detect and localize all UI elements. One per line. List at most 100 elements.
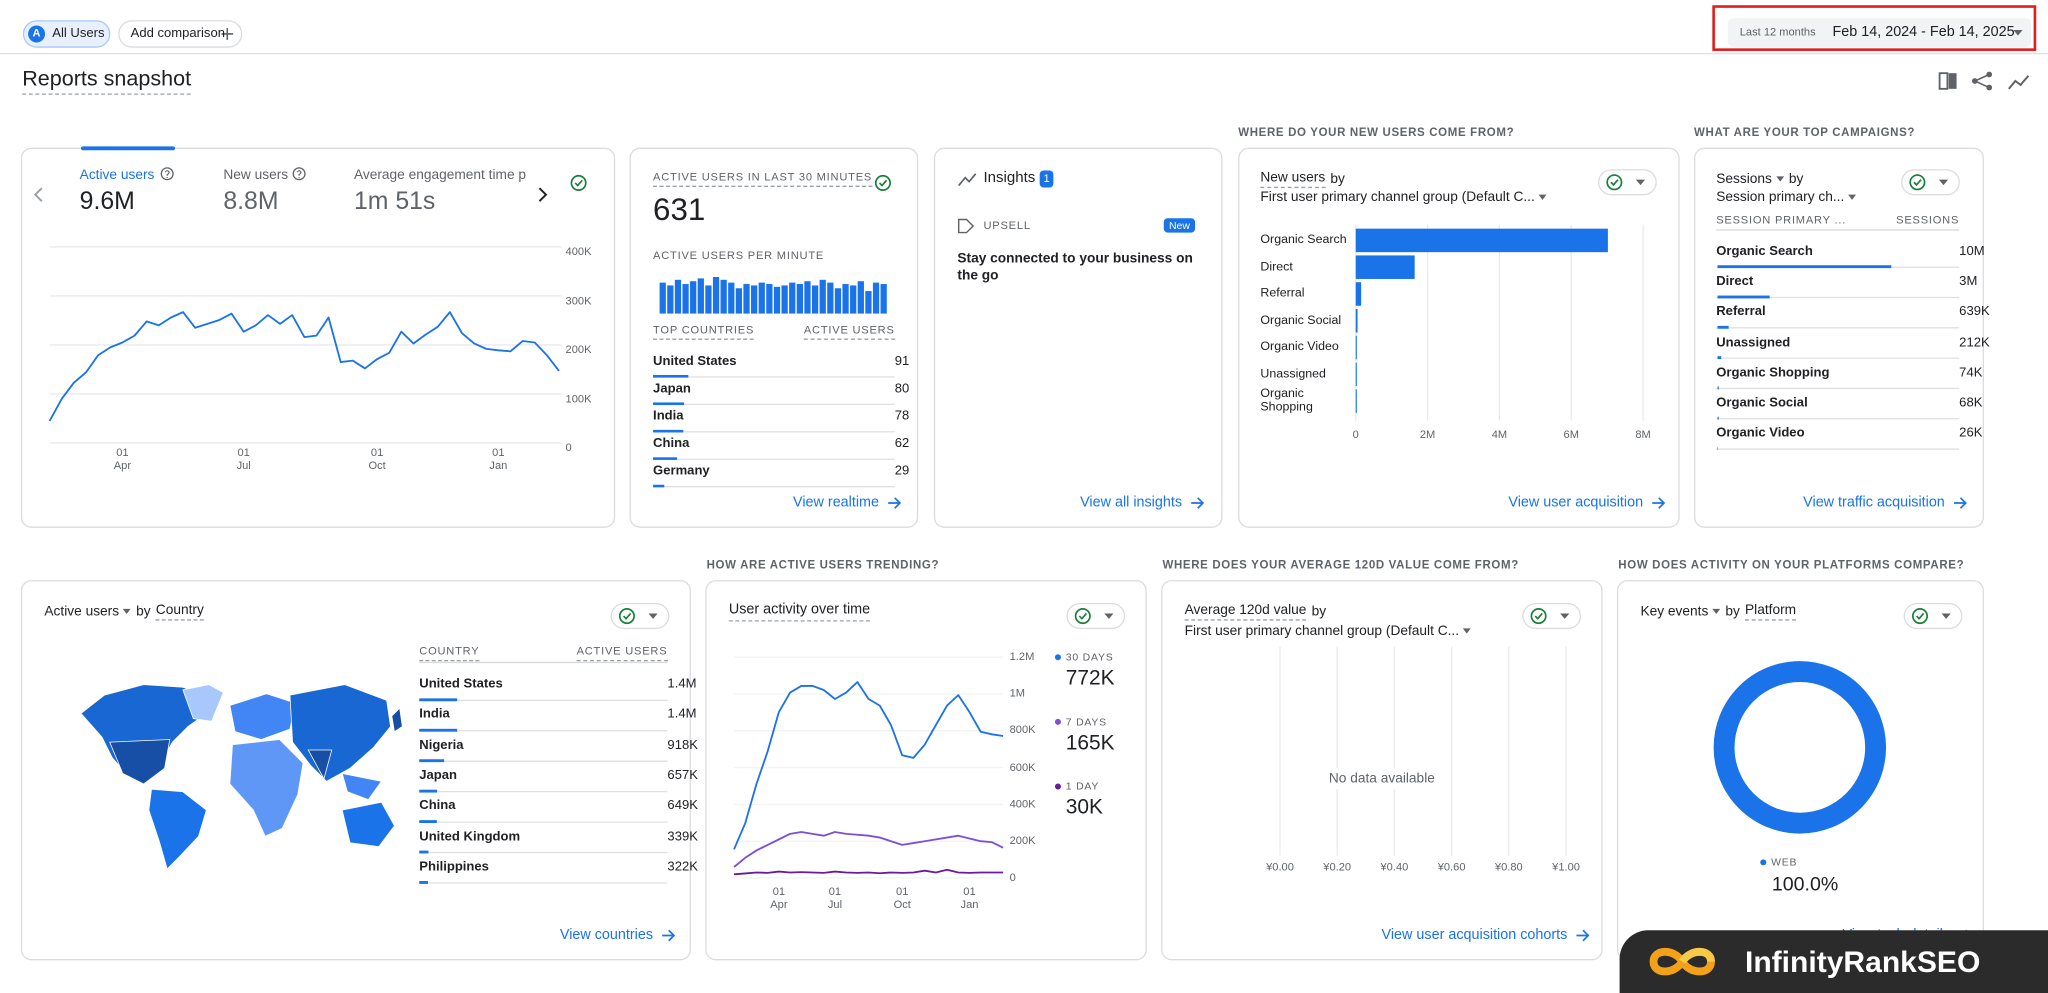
compare-icon-b (1948, 73, 1957, 89)
bar (1355, 282, 1362, 306)
watermark-logo (1649, 947, 1715, 976)
map-region (80, 684, 213, 785)
link[interactable]: View countries (559, 927, 654, 943)
map-region (229, 693, 296, 740)
map-region (341, 772, 383, 801)
bar (1355, 389, 1357, 413)
segment-name[interactable]: All Users (52, 26, 105, 41)
add-comparison[interactable]: Add comparison (130, 26, 225, 41)
metric-label[interactable]: Active users (79, 167, 155, 183)
x-tick-label: 01 Jan (960, 884, 979, 911)
check-icon (874, 174, 891, 191)
row-value: 657K (667, 768, 698, 783)
category-label: Direct (1260, 259, 1293, 274)
row-label: Japan (653, 381, 691, 397)
legend-value: 165K (1065, 732, 1115, 755)
y-tick-label: 200K (1009, 833, 1036, 847)
link[interactable]: View all insights (1080, 494, 1183, 511)
y-tick-label: 400K (1009, 796, 1036, 810)
dropdown-caret (1560, 613, 1570, 619)
row-bar (419, 881, 428, 884)
row-bar (653, 374, 689, 378)
card-subheading: ACTIVE USERS PER MINUTE (653, 248, 825, 262)
plus-icon (221, 28, 234, 40)
date-preset[interactable]: Last 12 months (1739, 24, 1816, 39)
x-tick-label: 01 Apr (113, 445, 132, 472)
x-tick-label: ¥0.00 (1266, 859, 1294, 873)
row-bar (419, 728, 458, 732)
legend-value: 100.0% (1771, 873, 1839, 896)
filter-pill (1903, 602, 1963, 630)
row-value: 91 (894, 354, 910, 369)
insight-text: Stay connected to your business on the g… (957, 250, 1193, 284)
check-icon (570, 174, 587, 191)
row-value: 339K (667, 829, 698, 844)
dimension: Platform (1745, 602, 1797, 621)
check-mark (622, 612, 632, 620)
x-tick-label: 01 Jul (236, 445, 251, 472)
check-icon (1530, 608, 1547, 625)
legend-dot (1760, 859, 1767, 866)
row-label: Organic Shopping (1716, 365, 1830, 381)
dimension: Country (155, 602, 204, 621)
line (733, 681, 1004, 850)
dimension: First user primary channel group (Defaul… (1260, 189, 1546, 205)
bar (834, 288, 842, 314)
row-value: 918K (667, 738, 698, 753)
link[interactable]: View user acquisition cohorts (1381, 927, 1568, 943)
campaigns-card (1694, 147, 1984, 528)
help-icon (160, 167, 174, 181)
dropdown-caret (2013, 30, 2023, 36)
row-label: China (419, 798, 456, 814)
filter-pill (1901, 169, 1960, 196)
link[interactable]: View user acquisition (1508, 494, 1644, 511)
date-range[interactable]: Feb 14, 2024 - Feb 14, 2025 (1832, 24, 2015, 41)
header-row: Sessions by (1716, 171, 1803, 187)
map-region (391, 707, 403, 733)
row-bar (653, 484, 665, 488)
section-heading: WHAT ARE YOUR TOP CAMPAIGNS? (1694, 125, 1916, 139)
row-bar (419, 850, 429, 854)
section-heading: WHERE DO YOUR NEW USERS COME FROM? (1238, 125, 1515, 139)
donut-slice (1713, 661, 1887, 834)
row-label: Organic Search (1716, 244, 1813, 260)
y-tick-label: 300K (565, 293, 592, 307)
category-label: Organic Video (1260, 339, 1339, 355)
row-value: 26K (1959, 426, 1983, 441)
y-tick-label: 200K (565, 342, 592, 356)
section-heading: HOW DOES ACTIVITY ON YOUR PLATFORMS COMP… (1618, 557, 1965, 571)
insights-card (933, 147, 1223, 528)
bar (751, 285, 758, 314)
empty-message: No data available (1323, 768, 1441, 790)
link[interactable]: View realtime (793, 494, 880, 511)
row-value: 78 (894, 409, 910, 424)
dropdown-caret (1941, 613, 1951, 619)
card-heading: ACTIVE USERS IN LAST 30 MINUTES (653, 170, 873, 187)
bar (1355, 362, 1357, 387)
link[interactable]: View traffic acquisition (1803, 494, 1945, 511)
bar (842, 284, 849, 314)
metric-label[interactable]: Average engagement time p (353, 167, 527, 183)
bar (697, 278, 704, 314)
arrow-icon (888, 497, 902, 509)
row-bar (653, 402, 685, 406)
header-row: Session primary ch... (1716, 189, 1856, 205)
watermark-text: InfinityRankSEO (1744, 944, 1981, 979)
row-bar (1717, 265, 1892, 269)
metric-label[interactable]: New users (223, 167, 289, 183)
dropdown-caret (1104, 613, 1114, 619)
dropdown-caret (1635, 179, 1646, 186)
check-icon (1606, 174, 1623, 191)
row-label: Organic Social (1716, 396, 1808, 411)
row-value: 29 (894, 464, 910, 479)
category-label: Organic Shopping (1260, 386, 1313, 415)
dimension: First user primary channel group (Defaul… (1185, 623, 1471, 639)
row-label: Referral (1716, 305, 1766, 320)
dropdown-caret (648, 613, 658, 619)
arrow-icon (1191, 497, 1205, 509)
active-tab (80, 146, 176, 151)
check-icon (1909, 174, 1926, 191)
row-bar (653, 429, 684, 433)
